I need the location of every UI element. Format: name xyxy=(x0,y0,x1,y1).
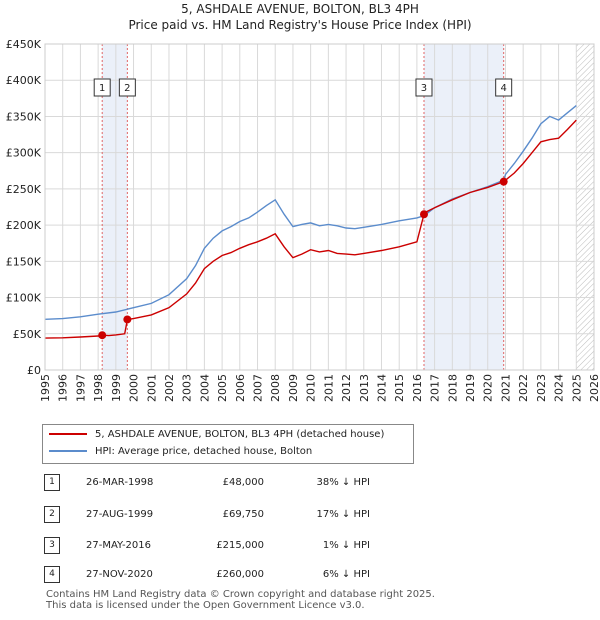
sale-number-badge: 2 xyxy=(44,506,60,523)
sale-marker-box xyxy=(93,78,111,97)
y-tick-label: £250K xyxy=(6,183,42,196)
x-tick-label: 2002 xyxy=(163,374,176,402)
chart-title: 5, ASHDALE AVENUE, BOLTON, BL3 4PH xyxy=(181,2,419,16)
x-tick-label: 2009 xyxy=(287,374,300,402)
x-tick-label: 2011 xyxy=(322,374,335,402)
x-tick-label: 2000 xyxy=(128,374,141,402)
legend: 5, ASHDALE AVENUE, BOLTON, BL3 4PH (deta… xyxy=(42,424,414,464)
x-tick-label: 2003 xyxy=(181,374,194,402)
legend-item-hpi: HPI: Average price, detached house, Bolt… xyxy=(49,444,312,460)
forecast-hatch xyxy=(576,44,594,370)
legend-label-hpi: HPI: Average price, detached house, Bolt… xyxy=(95,446,313,457)
x-tick-label: 2010 xyxy=(305,374,318,402)
x-tick-label: 1997 xyxy=(74,374,87,402)
sale-row: 4 27-NOV-2020 £260,000 6% ↓ HPI xyxy=(0,565,600,585)
sale-price: £215,000 xyxy=(216,540,264,551)
sale-marker-label: 3 xyxy=(421,83,427,94)
sale-marker-label: 4 xyxy=(500,83,506,94)
y-tick-label: £0 xyxy=(27,364,41,377)
sale-number-badge: 3 xyxy=(44,537,60,554)
sale-marker-label: 1 xyxy=(99,83,105,94)
sale-date: 27-AUG-1999 xyxy=(86,509,154,520)
x-tick-label: 2001 xyxy=(145,374,158,402)
y-tick-label: £400K xyxy=(6,74,42,87)
x-tick-label: 2014 xyxy=(375,374,388,402)
sale-date: 26-MAR-1998 xyxy=(86,477,154,488)
x-tick-label: 2020 xyxy=(482,374,495,402)
sale-date: 27-MAY-2016 xyxy=(86,540,152,551)
sale-number-badge: 4 xyxy=(44,566,60,583)
series-line xyxy=(44,105,577,320)
x-tick-label: 2023 xyxy=(535,374,548,402)
sale-point xyxy=(98,331,107,340)
sale-period-shade xyxy=(102,44,128,370)
x-tick-label: 2016 xyxy=(411,374,424,402)
x-tick-label: 2005 xyxy=(216,374,229,402)
y-tick-label: £100K xyxy=(6,292,42,305)
x-tick-label: 2004 xyxy=(198,374,211,402)
sale-marker-label: 2 xyxy=(124,83,130,94)
x-tick-label: 1998 xyxy=(92,374,105,402)
y-tick-label: £300K xyxy=(6,147,42,160)
sale-point xyxy=(499,177,508,186)
x-tick-label: 2021 xyxy=(499,374,512,402)
x-tick-label: 1996 xyxy=(57,374,70,402)
x-tick-label: 1995 xyxy=(39,374,52,402)
footer-licence: This data is licensed under the Open Gov… xyxy=(46,600,365,611)
x-tick-label: 2012 xyxy=(340,374,353,402)
sale-number-badge: 1 xyxy=(44,474,60,491)
y-tick-label: £150K xyxy=(6,255,42,268)
y-tick-label: £350K xyxy=(6,110,42,123)
x-tick-label: 1999 xyxy=(110,374,123,402)
footer-copyright: Contains HM Land Registry data © Crown c… xyxy=(46,589,435,600)
sale-row: 3 27-MAY-2016 £215,000 1% ↓ HPI xyxy=(0,536,600,556)
x-tick-label: 2019 xyxy=(464,374,477,402)
footer: Contains HM Land Registry data © Crown c… xyxy=(46,589,435,611)
sale-hpi-diff: 6% ↓ HPI xyxy=(322,569,370,580)
legend-item-property: 5, ASHDALE AVENUE, BOLTON, BL3 4PH (deta… xyxy=(49,427,384,443)
x-tick-label: 2007 xyxy=(252,374,265,402)
x-tick-label: 2022 xyxy=(517,374,530,402)
x-tick-label: 2026 xyxy=(588,374,600,402)
sale-marker-box xyxy=(495,78,513,97)
sale-price: £48,000 xyxy=(222,477,264,488)
x-tick-label: 2025 xyxy=(570,374,583,402)
x-tick-label: 2015 xyxy=(393,374,406,402)
plot-border xyxy=(44,43,595,371)
x-tick-label: 2008 xyxy=(269,374,282,402)
sale-marker-box xyxy=(118,78,136,97)
sale-row: 1 26-MAR-1998 £48,000 38% ↓ HPI xyxy=(0,473,600,493)
x-tick-label: 2013 xyxy=(358,374,371,402)
legend-label-property: 5, ASHDALE AVENUE, BOLTON, BL3 4PH (deta… xyxy=(95,429,385,440)
x-tick-label: 2006 xyxy=(234,374,247,402)
y-tick-label: £450K xyxy=(6,38,42,51)
chart-subtitle: Price paid vs. HM Land Registry's House … xyxy=(128,18,472,32)
sale-hpi-diff: 38% ↓ HPI xyxy=(316,477,370,488)
sale-row: 2 27-AUG-1999 £69,750 17% ↓ HPI xyxy=(0,505,600,525)
legend-swatch-property xyxy=(49,433,87,435)
sale-hpi-diff: 1% ↓ HPI xyxy=(322,540,370,551)
price-chart: 1 2 3 4 £0 £50K £100K £150K £200K £250K £300K £350… xyxy=(6,38,600,402)
legend-swatch-hpi xyxy=(49,450,87,452)
sale-price: £260,000 xyxy=(216,569,264,580)
sale-price: £69,750 xyxy=(222,509,264,520)
y-tick-label: £200K xyxy=(6,219,42,232)
y-tick-label: £50K xyxy=(13,328,42,341)
x-tick-label: 2024 xyxy=(553,374,566,402)
x-tick-label: 2018 xyxy=(446,374,459,402)
x-tick-label: 2017 xyxy=(429,374,442,402)
sale-point xyxy=(123,315,132,324)
sale-hpi-diff: 17% ↓ HPI xyxy=(316,509,370,520)
sale-point xyxy=(419,210,428,219)
sale-marker-box xyxy=(415,78,433,97)
sale-date: 27-NOV-2020 xyxy=(86,569,153,580)
